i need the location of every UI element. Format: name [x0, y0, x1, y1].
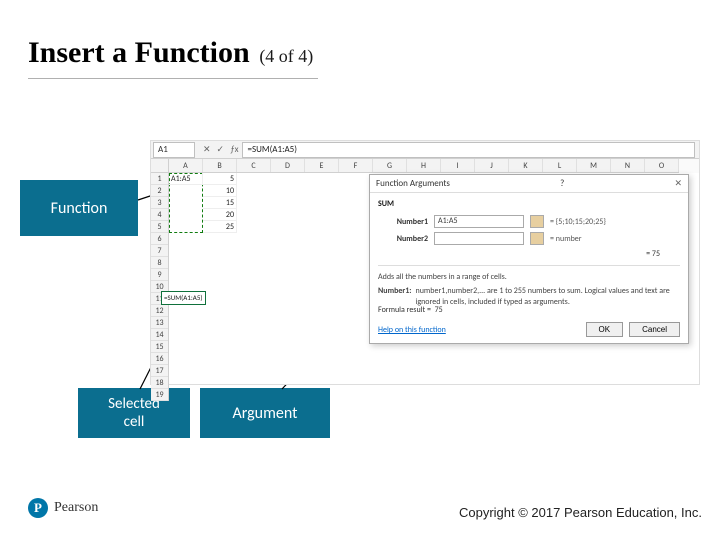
cell[interactable]: 15: [203, 197, 237, 209]
name-box[interactable]: A1: [153, 142, 195, 158]
dialog-titlebar: Function Arguments ? ✕: [370, 175, 688, 193]
col-header[interactable]: E: [305, 159, 339, 172]
fx-icon[interactable]: ƒx: [230, 144, 238, 155]
col-header[interactable]: N: [611, 159, 645, 172]
help-link[interactable]: Help on this function: [378, 325, 446, 335]
brand-logo-circle: P: [28, 498, 48, 518]
col-header[interactable]: K: [509, 159, 543, 172]
col-header[interactable]: J: [475, 159, 509, 172]
row-header[interactable]: 6: [151, 233, 168, 245]
col-header[interactable]: G: [373, 159, 407, 172]
col-header[interactable]: D: [271, 159, 305, 172]
dialog-description: Adds all the numbers in a range of cells…: [378, 272, 680, 282]
arg-preview: = {5;10;15;20;25}: [550, 217, 606, 227]
row-header[interactable]: 19: [151, 389, 168, 401]
col-header[interactable]: O: [645, 159, 679, 172]
row-header[interactable]: 17: [151, 365, 168, 377]
dialog-formula-result: Formula result = 75: [378, 305, 443, 315]
col-header[interactable]: H: [407, 159, 441, 172]
select-all-corner[interactable]: [151, 159, 169, 173]
argument-row: Number2 = number: [378, 232, 680, 245]
row-header[interactable]: 8: [151, 257, 168, 269]
argument-row: Number1 A1:A5 = {5;10;15;20;25}: [378, 215, 680, 228]
row-header[interactable]: 7: [151, 245, 168, 257]
title-sub: (4 of 4): [259, 46, 313, 66]
formula-bar-icons: ✕ ✓ ƒx: [203, 144, 238, 155]
col-header[interactable]: I: [441, 159, 475, 172]
cell[interactable]: 10: [203, 185, 237, 197]
col-header[interactable]: B: [203, 159, 237, 172]
arg-input[interactable]: A1:A5: [434, 215, 524, 228]
copyright-text: Copyright © 2017 Pearson Education, Inc.: [459, 505, 702, 520]
row-header[interactable]: 15: [151, 341, 168, 353]
col-header[interactable]: A: [169, 159, 203, 172]
enter-icon[interactable]: ✓: [217, 144, 225, 155]
title-main: Insert a Function: [28, 36, 250, 69]
row-header[interactable]: 1: [151, 173, 168, 185]
dialog-arg-help-text: number1,number2,... are 1 to 255 numbers…: [416, 286, 681, 307]
range-picker-icon[interactable]: [530, 215, 544, 228]
function-arguments-dialog: Function Arguments ? ✕ SUM Number1 A1:A5 =…: [369, 174, 689, 344]
dialog-function-name: SUM: [378, 199, 680, 209]
callout-argument: Argument: [200, 388, 330, 438]
brand-logo-text: Pearson: [54, 500, 98, 516]
col-header[interactable]: M: [577, 159, 611, 172]
row-header[interactable]: 12: [151, 305, 168, 317]
row-header[interactable]: 5: [151, 221, 168, 233]
slide-title: Insert a Function (4 of 4): [28, 36, 313, 70]
arg-label: Number2: [378, 234, 428, 244]
col-header[interactable]: F: [339, 159, 373, 172]
dialog-help-icon[interactable]: ?: [560, 178, 564, 189]
ok-button[interactable]: OK: [586, 322, 624, 337]
cell[interactable]: A1:A5: [169, 173, 203, 185]
col-header[interactable]: C: [237, 159, 271, 172]
selected-cell-tooltip: =SUM(A1:A5): [161, 291, 206, 305]
row-header[interactable]: 9: [151, 269, 168, 281]
cancel-button[interactable]: Cancel: [629, 322, 680, 337]
formula-bar-row: A1 ✕ ✓ ƒx =SUM(A1:A5): [151, 141, 699, 159]
callout-function: Function: [20, 180, 138, 236]
row-header[interactable]: 14: [151, 329, 168, 341]
arg-input[interactable]: [434, 232, 524, 245]
arg-preview: = number: [550, 234, 582, 244]
callout-selected-cell: Selectedcell: [78, 388, 190, 438]
cell[interactable]: 5: [203, 173, 237, 185]
close-icon[interactable]: ✕: [674, 178, 682, 189]
brand-logo: P Pearson: [28, 498, 98, 518]
dialog-intermediate-result: = 75: [378, 249, 660, 259]
excel-screenshot: A1 ✕ ✓ ƒx =SUM(A1:A5) ABCDEFGHIJKLMNO 12…: [150, 140, 700, 385]
formula-bar[interactable]: =SUM(A1:A5): [242, 142, 695, 158]
cell[interactable]: 20: [203, 209, 237, 221]
cell[interactable]: 25: [203, 221, 237, 233]
range-picker-icon[interactable]: [530, 232, 544, 245]
column-headers: ABCDEFGHIJKLMNO: [169, 159, 679, 173]
row-header[interactable]: 2: [151, 185, 168, 197]
col-header[interactable]: L: [543, 159, 577, 172]
row-header[interactable]: 16: [151, 353, 168, 365]
row-headers: 12345678910111213141516171819: [151, 173, 169, 401]
dialog-title-text: Function Arguments: [376, 178, 450, 189]
arg-label: Number1: [378, 217, 428, 227]
row-header[interactable]: 18: [151, 377, 168, 389]
row-header[interactable]: 3: [151, 197, 168, 209]
row-header[interactable]: 13: [151, 317, 168, 329]
title-underline: [28, 78, 318, 79]
cancel-icon[interactable]: ✕: [203, 144, 211, 155]
row-header[interactable]: 4: [151, 209, 168, 221]
